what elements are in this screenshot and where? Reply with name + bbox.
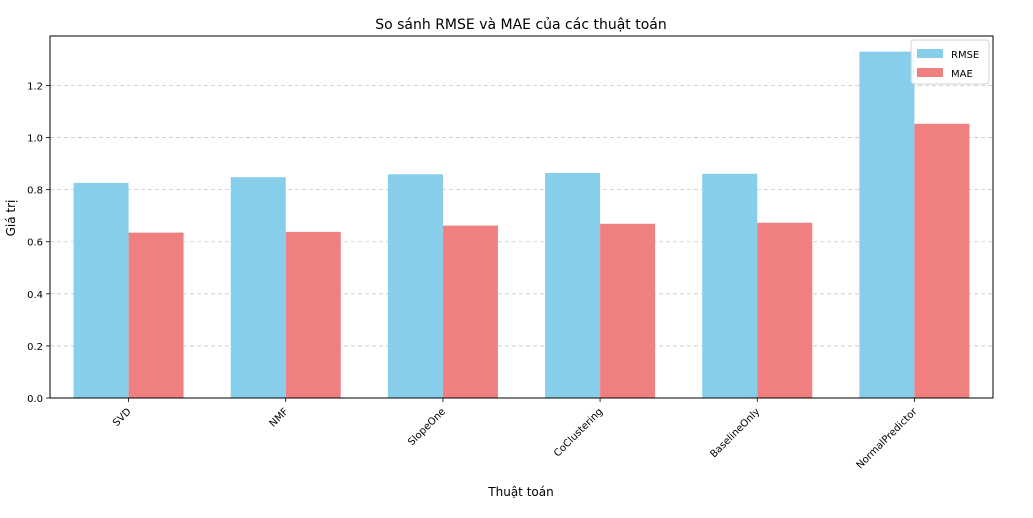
bar-rmse-coclustering xyxy=(545,172,601,398)
y-axis-label: Giá trị xyxy=(4,200,18,237)
legend-box xyxy=(910,39,990,85)
x-tick-label: SVD xyxy=(111,406,134,429)
legend-label-rmse: RMSE xyxy=(951,50,979,61)
y-tick-label: 0.4 xyxy=(27,290,43,301)
bar-rmse-slopeone xyxy=(387,174,443,398)
bar-rmse-baselineonly xyxy=(702,173,758,398)
grid-layer xyxy=(50,85,993,399)
legend-label-mae: MAE xyxy=(951,69,973,80)
x-tick-label: BaselineOnly xyxy=(708,406,762,460)
bars-layer xyxy=(73,51,970,398)
chart-title: So sánh RMSE và MAE của các thuật toán xyxy=(375,17,667,33)
y-tick-label: 0.6 xyxy=(27,238,43,249)
x-tick-label: NMF xyxy=(268,406,291,429)
plot-frame xyxy=(49,35,994,399)
bar-mae-slopeone xyxy=(442,225,498,398)
bar-mae-nmf xyxy=(285,231,341,398)
y-tick-label: 0.0 xyxy=(27,394,43,405)
legend-swatch-mae xyxy=(917,68,943,77)
bar-mae-svd xyxy=(128,232,184,398)
bar-mae-coclustering xyxy=(600,223,656,398)
bar-rmse-svd xyxy=(73,182,129,398)
x-axis-label: Thuật toán xyxy=(487,485,553,499)
y-tick-label: 0.2 xyxy=(27,342,43,353)
bar-rmse-normalpredictor xyxy=(859,51,915,398)
y-tick-label: 1.0 xyxy=(27,134,43,145)
x-tick-label: SlopeOne xyxy=(406,406,448,448)
bar-mae-normalpredictor xyxy=(914,123,970,398)
y-tick-label: 0.8 xyxy=(27,186,43,197)
bar-mae-baselineonly xyxy=(757,222,813,398)
bar-rmse-nmf xyxy=(230,177,286,398)
legend: RMSE MAE xyxy=(910,39,990,85)
x-tick-label: NormalPredictor xyxy=(855,406,921,472)
legend-swatch-rmse xyxy=(917,49,943,58)
y-tick-label: 1.2 xyxy=(27,81,43,92)
x-tick-label: CoClustering xyxy=(552,406,605,459)
